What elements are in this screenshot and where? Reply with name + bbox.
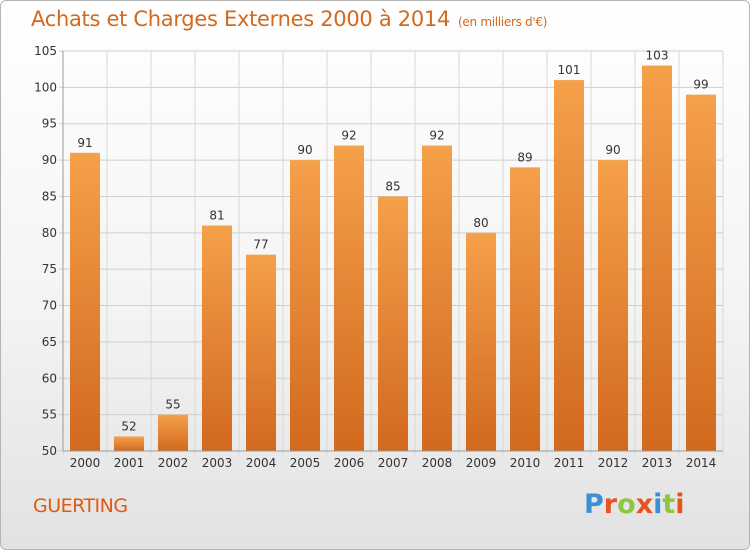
data-label: 81	[209, 209, 224, 223]
bar	[246, 254, 276, 451]
y-tick-label: 80	[42, 226, 57, 240]
logo-letter: i	[653, 489, 663, 520]
data-label: 103	[646, 49, 669, 63]
x-tick-label: 2006	[334, 456, 365, 470]
data-label: 101	[558, 63, 581, 77]
logo-letter: t	[662, 489, 676, 520]
logo-letter: r	[603, 489, 618, 520]
y-tick-label: 105	[34, 44, 57, 58]
logo-letter: o	[617, 489, 636, 520]
bars	[70, 65, 716, 452]
data-label: 85	[385, 179, 400, 193]
bar	[422, 145, 452, 451]
x-tick-label: 2004	[246, 456, 277, 470]
logo-letter: x	[635, 489, 654, 520]
data-labels: 91 52 55 81 77 90 92 85 92 80 89 101 90 103 99	[77, 49, 708, 434]
x-tick-label: 2010	[510, 456, 541, 470]
data-label: 92	[429, 129, 444, 143]
x-tick-label: 2001	[114, 456, 145, 470]
data-label: 77	[253, 238, 268, 252]
bar	[378, 196, 408, 451]
data-label: 91	[77, 136, 92, 150]
x-tick-label: 2007	[378, 456, 409, 470]
data-label: 90	[605, 143, 620, 157]
x-tick-label: 2000	[70, 456, 101, 470]
x-tick-label: 2014	[686, 456, 717, 470]
logo-letter: i	[675, 489, 685, 520]
bar	[510, 167, 540, 451]
x-tick-label: 2009	[466, 456, 497, 470]
data-label: 55	[165, 398, 180, 412]
logo-letter: P	[584, 489, 604, 520]
bar	[158, 414, 188, 451]
data-label: 89	[517, 150, 532, 164]
bar	[642, 65, 672, 451]
x-tick-label: 2002	[158, 456, 189, 470]
y-tick-label: 70	[42, 299, 57, 313]
x-tick-label: 2008	[422, 456, 453, 470]
bar	[686, 94, 716, 452]
y-tick-label: 60	[42, 371, 57, 385]
y-tick-label: 55	[42, 408, 57, 422]
y-tick-label: 95	[42, 117, 57, 131]
y-tick-label: 50	[42, 444, 57, 458]
y-tick-label: 90	[42, 153, 57, 167]
data-label: 52	[121, 419, 136, 433]
x-tick-label: 2005	[290, 456, 321, 470]
chart-title-text: Achats et Charges Externes 2000 à 2014	[31, 7, 451, 31]
bar	[70, 152, 100, 451]
axes: 50 55 60 65 70 75 80 85 90 95 100 105 2000 2001 2002 20…	[34, 44, 723, 470]
x-tick-label: 2013	[642, 456, 673, 470]
bar	[334, 145, 364, 451]
data-label: 99	[693, 78, 708, 92]
chart-subtitle: (en milliers d'€)	[458, 15, 548, 29]
data-label: 90	[297, 143, 312, 157]
place-name: GUERTING	[33, 495, 128, 517]
y-tick-label: 65	[42, 335, 57, 349]
data-label: 92	[341, 129, 356, 143]
bar	[202, 225, 232, 451]
bar	[290, 160, 320, 451]
bar	[466, 232, 496, 451]
x-tick-label: 2012	[598, 456, 629, 470]
bar	[114, 436, 144, 451]
bar	[598, 160, 628, 451]
y-tick-label: 75	[42, 262, 57, 276]
x-tick-label: 2011	[554, 456, 585, 470]
data-label: 80	[473, 216, 488, 230]
y-tick-label: 100	[34, 80, 57, 94]
bar	[554, 80, 584, 451]
proxiti-logo: Proxiti	[584, 489, 685, 520]
y-tick-label: 85	[42, 189, 57, 203]
x-tick-label: 2003	[202, 456, 233, 470]
chart-title: Achats et Charges Externes 2000 à 2014 (e…	[31, 7, 547, 31]
